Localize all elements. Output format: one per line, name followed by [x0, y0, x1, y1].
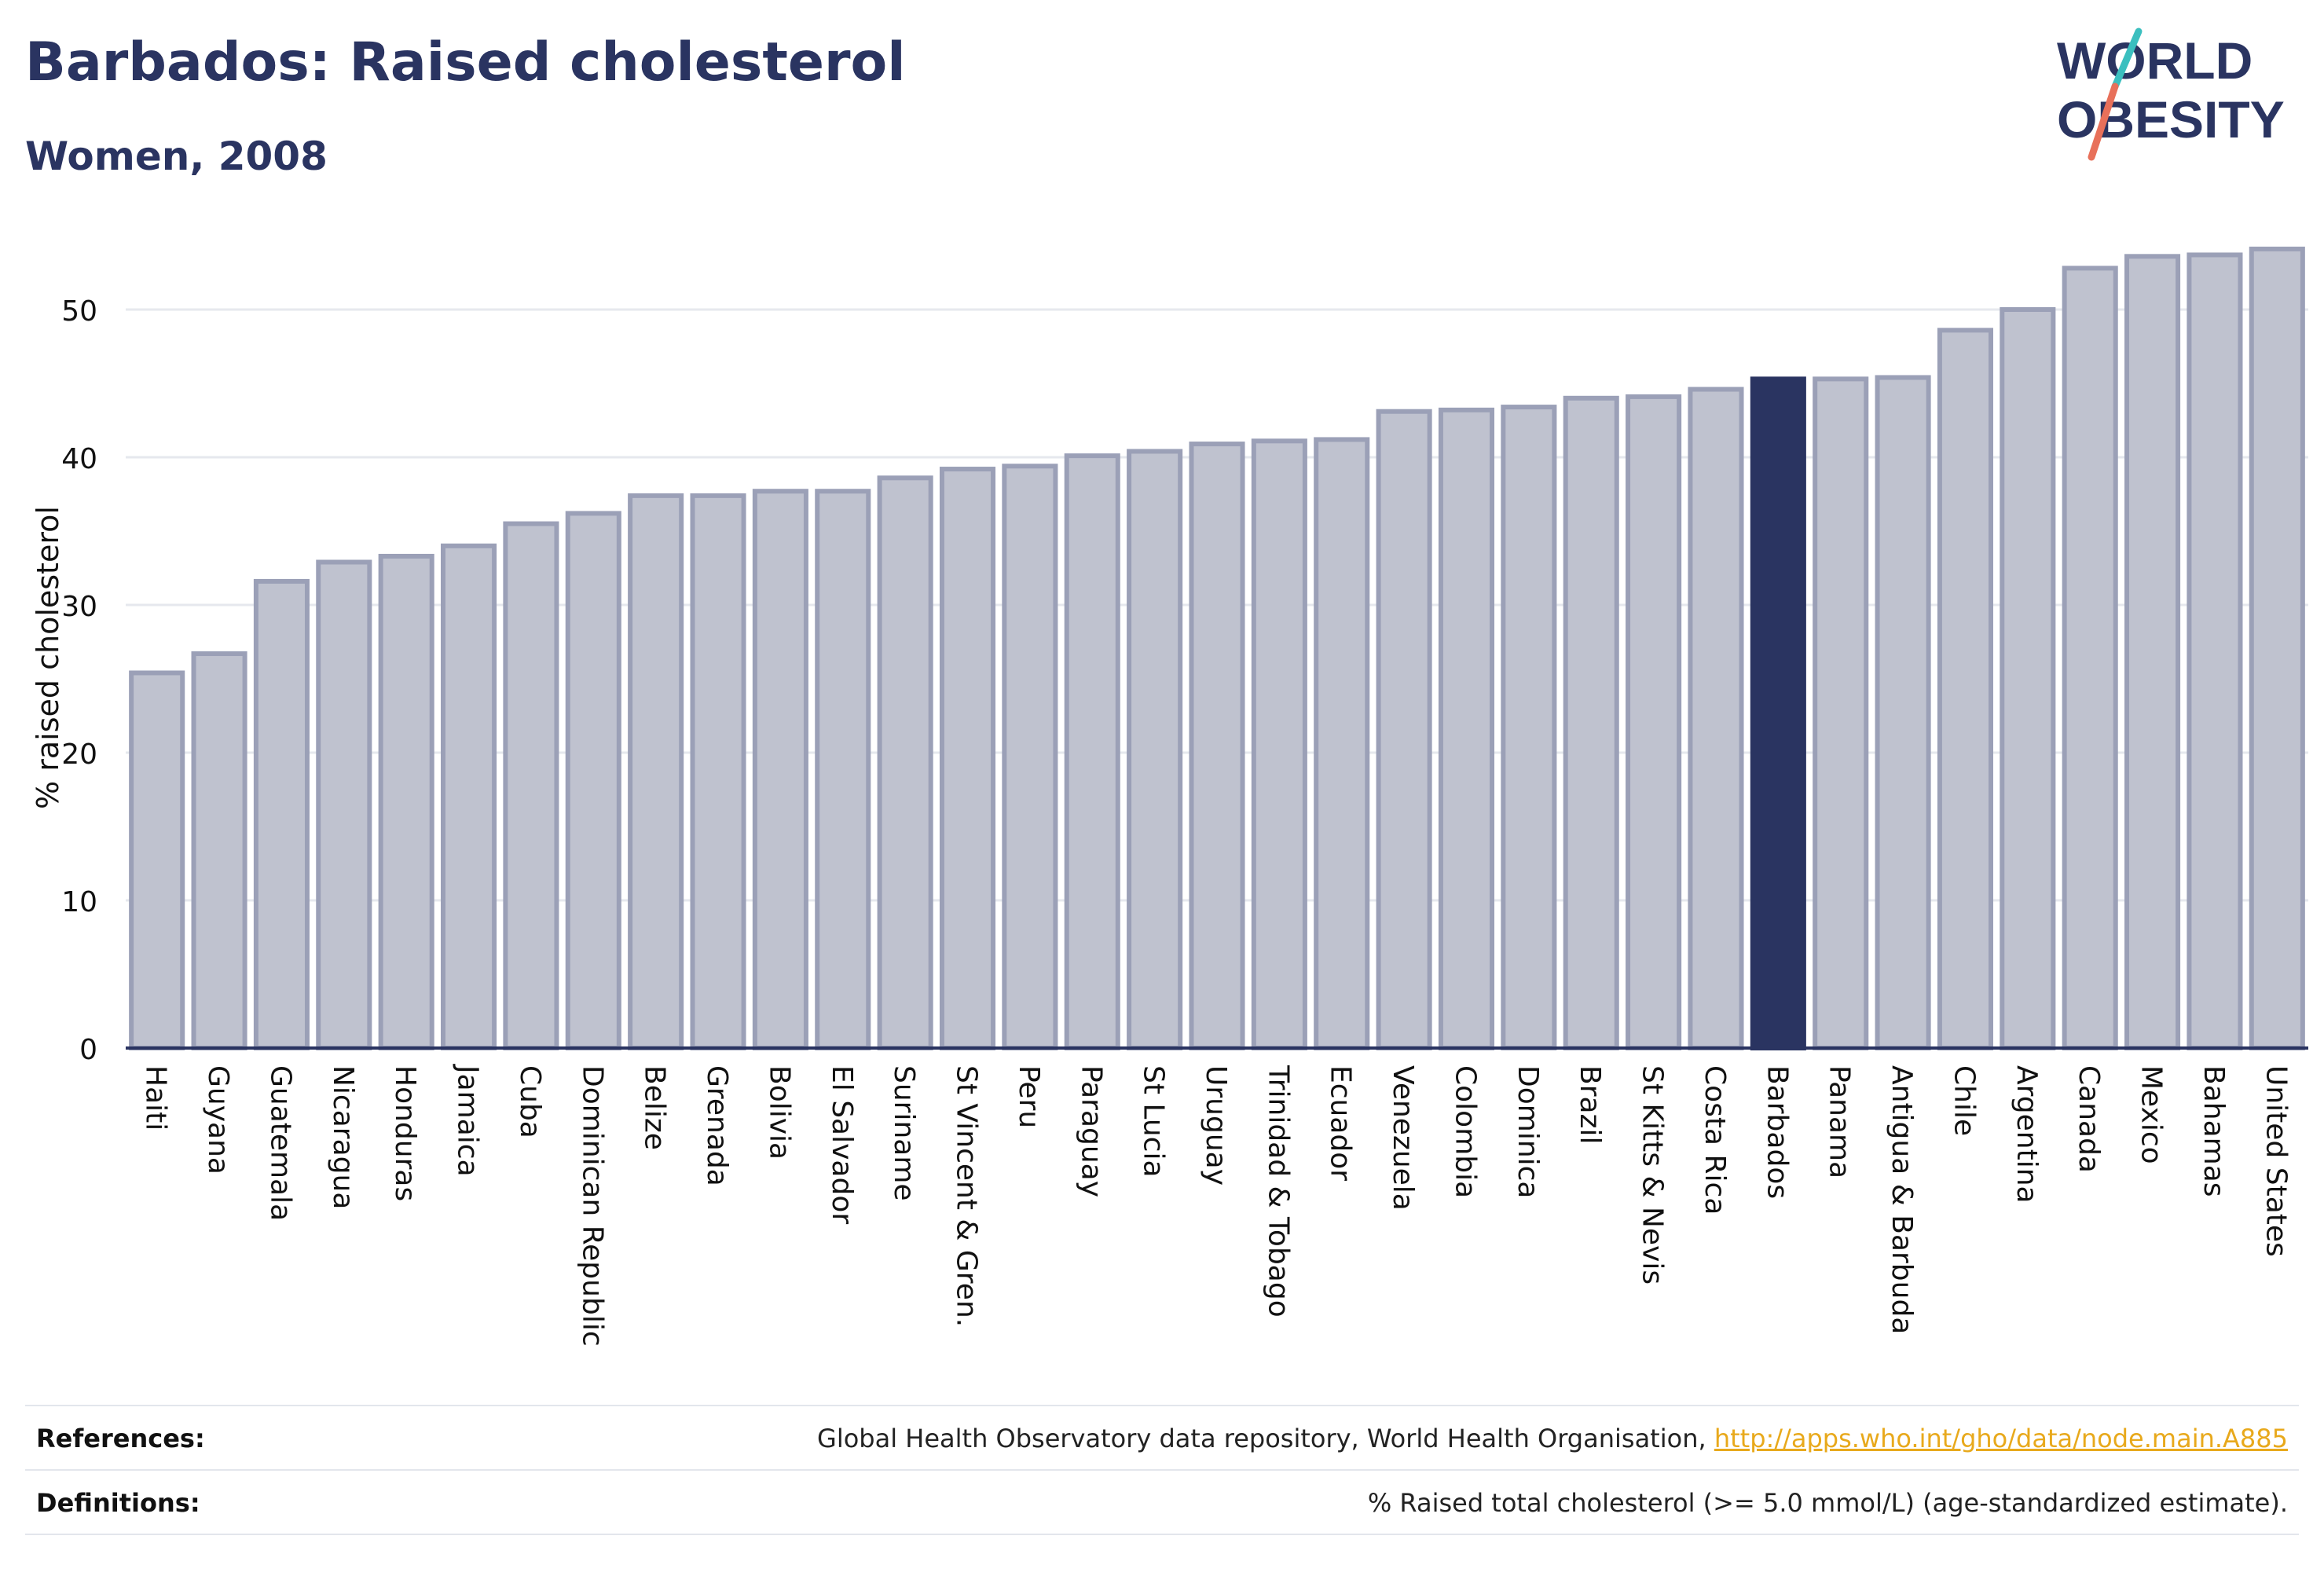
x-tick-label: Jamaica — [452, 1064, 484, 1177]
x-tick-label: Uruguay — [1200, 1065, 1232, 1186]
x-tick-label: El Salvador — [826, 1065, 858, 1224]
x-tick-label: St Kitts & Nevis — [1637, 1065, 1669, 1285]
chart-title: Barbados: Raised cholesterol — [25, 31, 906, 93]
bar — [129, 670, 185, 1050]
x-tick-label: Canada — [2073, 1065, 2105, 1173]
bar — [253, 578, 310, 1050]
bar-chart: 0 10 20 30 40 50 Haiti Guyana Guatemala Nicaragu… — [31, 246, 2308, 1347]
bar — [939, 467, 996, 1050]
bar — [191, 651, 247, 1050]
references-link[interactable]: http://apps.who.int/gho/data/node.main.A… — [1714, 1424, 2288, 1453]
bar — [2062, 266, 2118, 1050]
y-tick-label: 30 — [61, 591, 97, 623]
bar — [628, 493, 684, 1050]
bar — [1501, 405, 1557, 1050]
x-tick-label: Honduras — [389, 1065, 421, 1201]
bar — [2249, 246, 2305, 1051]
world-obesity-logo: WORLD OBESITY — [2057, 27, 2285, 161]
definitions-row: Definitions: % Raised total cholesterol … — [25, 1469, 2299, 1535]
x-tick-label: Colombia — [1449, 1065, 1481, 1198]
bar — [1688, 387, 1744, 1050]
x-tick-label: Venezuela — [1387, 1065, 1419, 1211]
x-tick-label: Antigua & Barbuda — [1886, 1065, 1918, 1334]
x-tick-label: Chile — [1948, 1065, 1980, 1136]
x-tick-label: Panama — [1824, 1065, 1856, 1178]
x-tick-label: Mexico — [2135, 1065, 2168, 1164]
x-tick-label: Barbados — [1761, 1065, 1793, 1199]
x-tick-label: Dominica — [1512, 1065, 1544, 1199]
y-tick-label: 50 — [61, 295, 97, 328]
x-tick-label: Costa Rica — [1699, 1065, 1731, 1215]
x-tick-label: St Lucia — [1138, 1065, 1170, 1178]
bar — [441, 543, 497, 1050]
bar — [877, 475, 933, 1050]
definitions-text: % Raised total cholesterol (>= 5.0 mmol/… — [1367, 1488, 2288, 1518]
x-tick-label: Trinidad & Tobago — [1262, 1065, 1294, 1318]
bar — [1438, 407, 1495, 1050]
y-tick-label: 40 — [61, 443, 97, 475]
x-tick-label: Cuba — [514, 1065, 546, 1138]
bar-highlighted — [1750, 376, 1806, 1050]
bar — [316, 559, 372, 1050]
x-tick-label: Argentina — [2011, 1065, 2043, 1204]
bar — [1251, 438, 1307, 1050]
x-tick-label: Dominican Republic — [576, 1065, 608, 1347]
bar — [1127, 449, 1183, 1050]
bar — [1626, 394, 1682, 1051]
bar — [2124, 254, 2181, 1050]
x-tick-label: Bahamas — [2198, 1065, 2230, 1197]
bar — [752, 489, 808, 1050]
x-tick-label: United States — [2260, 1065, 2292, 1257]
x-tick-label: Belize — [639, 1065, 671, 1150]
chart-subtitle: Women, 2008 — [25, 134, 328, 179]
references-row: References: Global Health Observatory da… — [25, 1405, 2299, 1471]
bar — [378, 553, 434, 1050]
logo-line-world: WORLD — [2057, 31, 2253, 90]
y-tick-label: 20 — [61, 739, 97, 771]
y-axis-label: % raised cholesterol — [31, 506, 65, 809]
bar — [565, 511, 621, 1050]
x-tick-label: Bolivia — [763, 1065, 795, 1160]
bar — [1813, 376, 1869, 1050]
x-tick-label: Nicaragua — [327, 1065, 359, 1209]
logo-slash-upper — [2111, 27, 2143, 90]
y-tick-label: 10 — [61, 886, 97, 918]
bar — [1002, 464, 1058, 1050]
references-text: Global Health Observatory data repositor… — [817, 1424, 2288, 1453]
x-tick-label: Paraguay — [1075, 1065, 1107, 1197]
x-tick-labels: Haiti Guyana Guatemala Nicaragua Honduras Jam… — [140, 1064, 2293, 1347]
bar — [1064, 453, 1120, 1050]
logo-slash-lower — [2088, 82, 2119, 161]
bar — [1563, 395, 1619, 1050]
bar — [815, 489, 871, 1050]
bar — [1376, 409, 1432, 1050]
bars — [129, 246, 2305, 1051]
bar — [503, 521, 559, 1050]
bar — [690, 493, 746, 1050]
bar — [2000, 307, 2056, 1050]
y-tick-label: 0 — [79, 1034, 97, 1066]
x-tick-label: Suriname — [888, 1065, 920, 1201]
x-tick-label: Ecuador — [1325, 1065, 1357, 1181]
x-tick-label: St Vincent & Gren. — [951, 1065, 983, 1327]
x-tick-label: Guyana — [202, 1065, 234, 1175]
bar — [2187, 252, 2243, 1050]
bar — [1875, 375, 1931, 1051]
footer-divider — [25, 1534, 2299, 1535]
definitions-label: Definitions: — [36, 1488, 200, 1518]
references-label: References: — [36, 1424, 205, 1453]
bar — [1314, 437, 1370, 1050]
x-tick-label: Brazil — [1574, 1065, 1606, 1144]
references-source: Global Health Observatory data repositor… — [817, 1424, 1714, 1453]
x-tick-label: Grenada — [701, 1065, 733, 1186]
x-tick-label: Guatemala — [264, 1065, 296, 1221]
x-tick-label: Peru — [1013, 1065, 1045, 1128]
x-tick-label: Haiti — [140, 1065, 172, 1131]
bar — [1189, 442, 1245, 1050]
y-tick-labels: 0 10 20 30 40 50 — [61, 295, 97, 1066]
bar — [1937, 328, 1993, 1050]
